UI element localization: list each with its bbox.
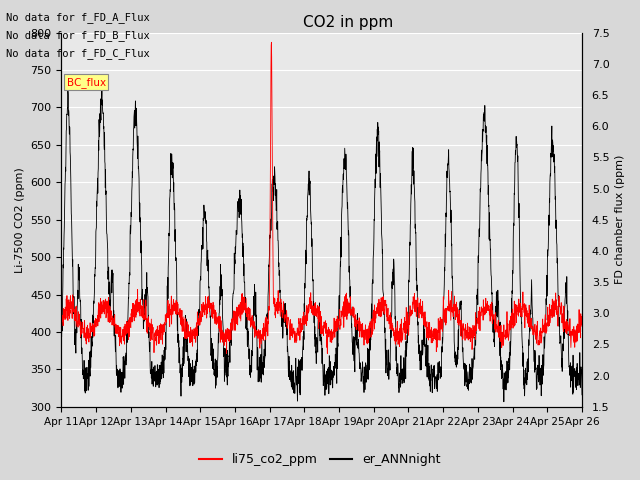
er_ANNnight (348, 328, 356, 334)
li75_co2_ppm (323, 350, 331, 356)
er_ANNnight (473, 292, 481, 298)
Text: No data for f_FD_B_Flux: No data for f_FD_B_Flux (6, 30, 150, 41)
Y-axis label: FD chamber flux (ppm): FD chamber flux (ppm) (615, 155, 625, 285)
li75_co2_ppm (532, 323, 540, 329)
er_ANNnight (532, 386, 540, 392)
li75_co2_ppm (337, 323, 345, 328)
li75_co2_ppm (58, 307, 65, 312)
li75_co2_ppm (578, 324, 586, 329)
er_ANNnight (203, 240, 211, 245)
Text: No data for f_FD_C_Flux: No data for f_FD_C_Flux (6, 48, 150, 60)
er_ANNnight (337, 263, 344, 269)
Line: er_ANNnight: er_ANNnight (61, 80, 582, 402)
er_ANNnight (500, 399, 508, 405)
Y-axis label: Li-7500 CO2 (ppm): Li-7500 CO2 (ppm) (15, 167, 25, 273)
li75_co2_ppm (547, 307, 555, 312)
Title: CO2 in ppm: CO2 in ppm (303, 15, 393, 30)
er_ANNnight (547, 150, 555, 156)
li75_co2_ppm (268, 39, 275, 45)
Text: No data for f_FD_A_Flux: No data for f_FD_A_Flux (6, 12, 150, 23)
Text: BC_flux: BC_flux (67, 77, 106, 88)
li75_co2_ppm (203, 315, 211, 321)
li75_co2_ppm (348, 308, 356, 314)
er_ANNnight (58, 330, 65, 336)
Legend: li75_co2_ppm, er_ANNnight: li75_co2_ppm, er_ANNnight (194, 448, 446, 471)
er_ANNnight (578, 392, 586, 398)
er_ANNnight (98, 77, 106, 83)
li75_co2_ppm (473, 315, 481, 321)
Line: li75_co2_ppm: li75_co2_ppm (61, 42, 582, 353)
